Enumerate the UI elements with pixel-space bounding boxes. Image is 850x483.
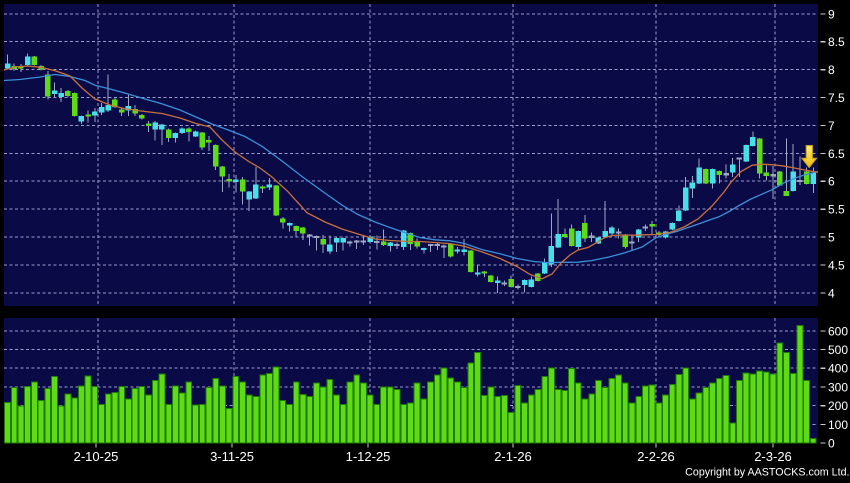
svg-text:2-1-26: 2-1-26 xyxy=(494,449,532,464)
svg-text:600: 600 xyxy=(828,324,848,338)
svg-text:6: 6 xyxy=(828,175,835,189)
svg-text:300: 300 xyxy=(828,380,848,394)
svg-text:8.5: 8.5 xyxy=(828,35,845,49)
svg-text:6.5: 6.5 xyxy=(828,147,845,161)
svg-text:5.5: 5.5 xyxy=(828,203,845,217)
svg-text:7: 7 xyxy=(828,119,835,133)
svg-text:Copyright by AASTOCKS.com Ltd.: Copyright by AASTOCKS.com Ltd. xyxy=(685,467,849,479)
svg-text:2-3-26: 2-3-26 xyxy=(754,449,792,464)
svg-text:9: 9 xyxy=(828,7,835,21)
svg-text:2-2-26: 2-2-26 xyxy=(637,449,675,464)
svg-text:400: 400 xyxy=(828,362,848,376)
svg-text:500: 500 xyxy=(828,343,848,357)
svg-text:8: 8 xyxy=(828,63,835,77)
svg-text:4: 4 xyxy=(828,286,835,300)
svg-text:5: 5 xyxy=(828,231,835,245)
svg-text:200: 200 xyxy=(828,399,848,413)
svg-text:4.5: 4.5 xyxy=(828,258,845,272)
svg-text:0: 0 xyxy=(828,437,835,451)
svg-text:3-11-25: 3-11-25 xyxy=(210,449,254,464)
svg-text:2-10-25: 2-10-25 xyxy=(74,449,119,464)
svg-text:1-12-25: 1-12-25 xyxy=(346,449,391,464)
svg-text:7.5: 7.5 xyxy=(828,91,845,105)
svg-text:100: 100 xyxy=(828,418,848,432)
